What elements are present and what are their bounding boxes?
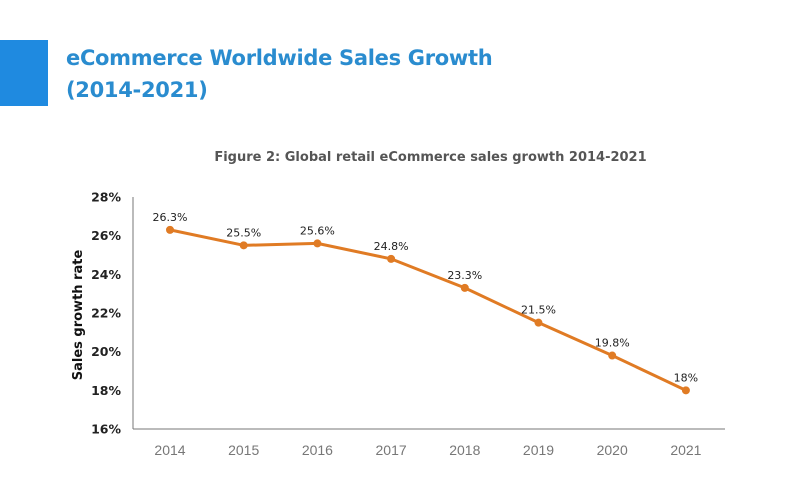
data-point [239,241,248,250]
x-tick-label: 2016 [302,442,333,458]
data-label: 23.3% [447,269,482,282]
page-title-line1: eCommerce Worldwide Sales Growth [66,46,493,70]
data-label: 25.5% [226,226,261,239]
data-point [387,254,396,263]
x-tick-label: 2017 [376,442,407,458]
data-label: 25.6% [300,224,335,237]
series-group: 26.3% 25.5% 25.6% 24.8% 23.3% 21.5% 19.8% 18% [153,211,698,395]
data-label: 19.8% [595,337,630,350]
y-tick-label: 22% [91,306,121,321]
chart-axes [132,197,725,430]
y-tick-label: 28% [91,190,121,205]
y-axis-label: Sales growth rate [71,250,86,381]
data-point [681,386,690,395]
data-label: 24.8% [374,240,409,253]
y-tick-label: 20% [91,344,121,359]
data-point [534,318,543,327]
y-tick-label: 18% [91,383,121,398]
accent-block [0,40,48,106]
data-label: 18% [674,371,698,384]
x-tick-label: 2015 [228,442,259,458]
data-label: 21.5% [521,304,556,317]
page-title-line2: (2014-2021) [66,78,208,102]
x-tick-label: 2014 [154,442,185,458]
y-tick-labels: 16% 18% 20% 22% 24% 26% 28% [91,190,121,437]
data-label: 26.3% [153,211,188,224]
series-line [169,228,687,392]
y-tick-label: 26% [91,228,121,243]
y-tick-label: 16% [91,422,121,437]
data-point [166,225,174,234]
y-tick-label: 24% [91,267,121,282]
data-point [313,239,322,248]
x-tick-labels: 2014 2015 2016 2017 2018 2019 2020 2021 [154,442,701,458]
page-title: eCommerce Worldwide Sales Growth (2014-2… [66,42,493,106]
x-tick-label: 2018 [449,442,480,458]
x-tick-label: 2021 [670,442,701,458]
x-tick-label: 2019 [523,442,554,458]
data-point [608,351,617,360]
chart-title: Figure 2: Global retail eCommerce sales … [214,150,647,165]
x-tick-label: 2020 [597,442,628,458]
data-point [460,283,469,292]
